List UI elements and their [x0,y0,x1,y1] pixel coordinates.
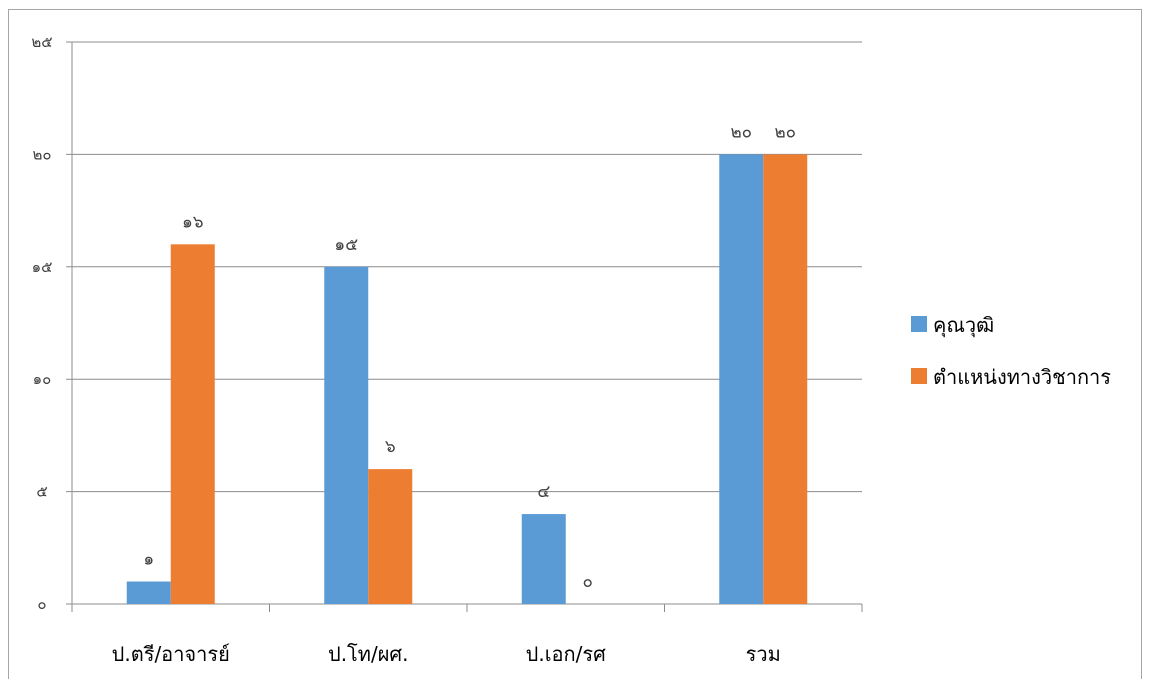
x-tick-labels: ป.ตรี/อาจารย์ ป.โท/ผศ. ป.เอก/รศ รวม [112,642,781,666]
y-tick-labels: ๐ ๕ ๑๐ ๑๕ ๒๐ ๒๕ [31,33,52,613]
y-tick-label: ๐ [37,595,46,613]
legend-label: ตำแหน่งทางวิชาการ [933,365,1111,389]
bar [521,514,566,604]
data-label: ๑๕ [334,235,358,255]
bar [126,581,171,604]
data-label: ๑๖ [182,212,204,232]
data-label: ๒๐ [730,122,752,142]
bars [126,154,808,604]
data-label: ๒๐ [774,122,796,142]
y-tick-label: ๕ [36,483,47,501]
bar [324,266,369,604]
legend-swatch [911,316,927,332]
legend: คุณวุฒิตำแหน่งทางวิชาการ [911,313,1111,389]
data-label: ๐ [583,572,593,592]
x-tick-label: ป.ตรี/อาจารย์ [112,642,230,666]
x-tick-label: ป.เอก/รศ [526,642,606,666]
data-label: ๔ [537,482,550,502]
bar [719,154,764,604]
x-tick-label: รวม [746,642,781,666]
bar [170,244,215,604]
chart-frame [8,9,1142,679]
y-tick-label: ๒๐ [32,145,51,163]
data-label: ๑ [143,550,154,570]
y-tick-label: ๑๐ [33,370,52,388]
legend-label: คุณวุฒิ [933,313,994,338]
y-tick-label: ๑๕ [32,258,53,276]
axes [71,42,863,612]
legend-swatch [911,368,927,384]
y-tick-label: ๒๕ [31,33,52,51]
bar [368,469,413,604]
data-label: ๖ [385,437,396,457]
x-tick-label: ป.โท/ผศ. [328,642,409,666]
bar [763,154,808,604]
